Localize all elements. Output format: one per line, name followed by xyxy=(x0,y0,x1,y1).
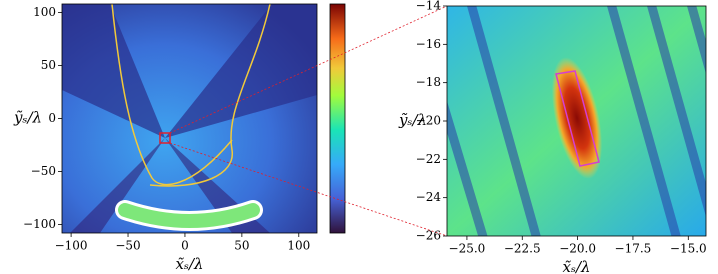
y-tick-label: 50 xyxy=(41,58,56,72)
x-tick-label: −17.5 xyxy=(615,242,652,256)
y-tick-label: −26 xyxy=(416,229,441,243)
y-axis-label: ỹₛ/λ xyxy=(13,109,42,127)
y-tick-label: −20 xyxy=(416,114,441,128)
x-tick-label: 0 xyxy=(181,239,189,253)
heatmap-image xyxy=(447,6,706,236)
y-tick-label: −50 xyxy=(31,164,56,178)
x-tick-label: −15.0 xyxy=(670,242,707,256)
y-tick-label: −16 xyxy=(416,37,441,51)
x-tick-label: −25.0 xyxy=(449,242,486,256)
y-tick-label: −100 xyxy=(23,217,56,231)
y-tick-label: 100 xyxy=(33,5,56,19)
x-tick-label: −100 xyxy=(55,239,88,253)
y-tick-label: −24 xyxy=(416,190,442,204)
x-tick-label: −22.5 xyxy=(504,242,541,256)
y-tick-label: −22 xyxy=(416,152,441,166)
zoom-connector xyxy=(169,142,448,237)
x-tick-label: −20.0 xyxy=(559,242,596,256)
x-axis-label: x̃ₛ/λ xyxy=(175,255,203,273)
colorbar xyxy=(329,3,346,234)
x-axis-label: x̃ₛ/λ xyxy=(562,258,590,274)
y-tick-label: 0 xyxy=(48,111,56,125)
y-tick-label: −18 xyxy=(416,75,441,89)
y-axis-label: ỹₛ/λ xyxy=(398,111,427,129)
x-tick-label: −50 xyxy=(115,239,140,253)
y-tick-label: −14 xyxy=(416,0,442,13)
x-tick-label: 100 xyxy=(287,239,310,253)
x-tick-label: 50 xyxy=(234,239,249,253)
heatmap-image xyxy=(62,4,317,233)
zoom-connector xyxy=(169,5,448,134)
